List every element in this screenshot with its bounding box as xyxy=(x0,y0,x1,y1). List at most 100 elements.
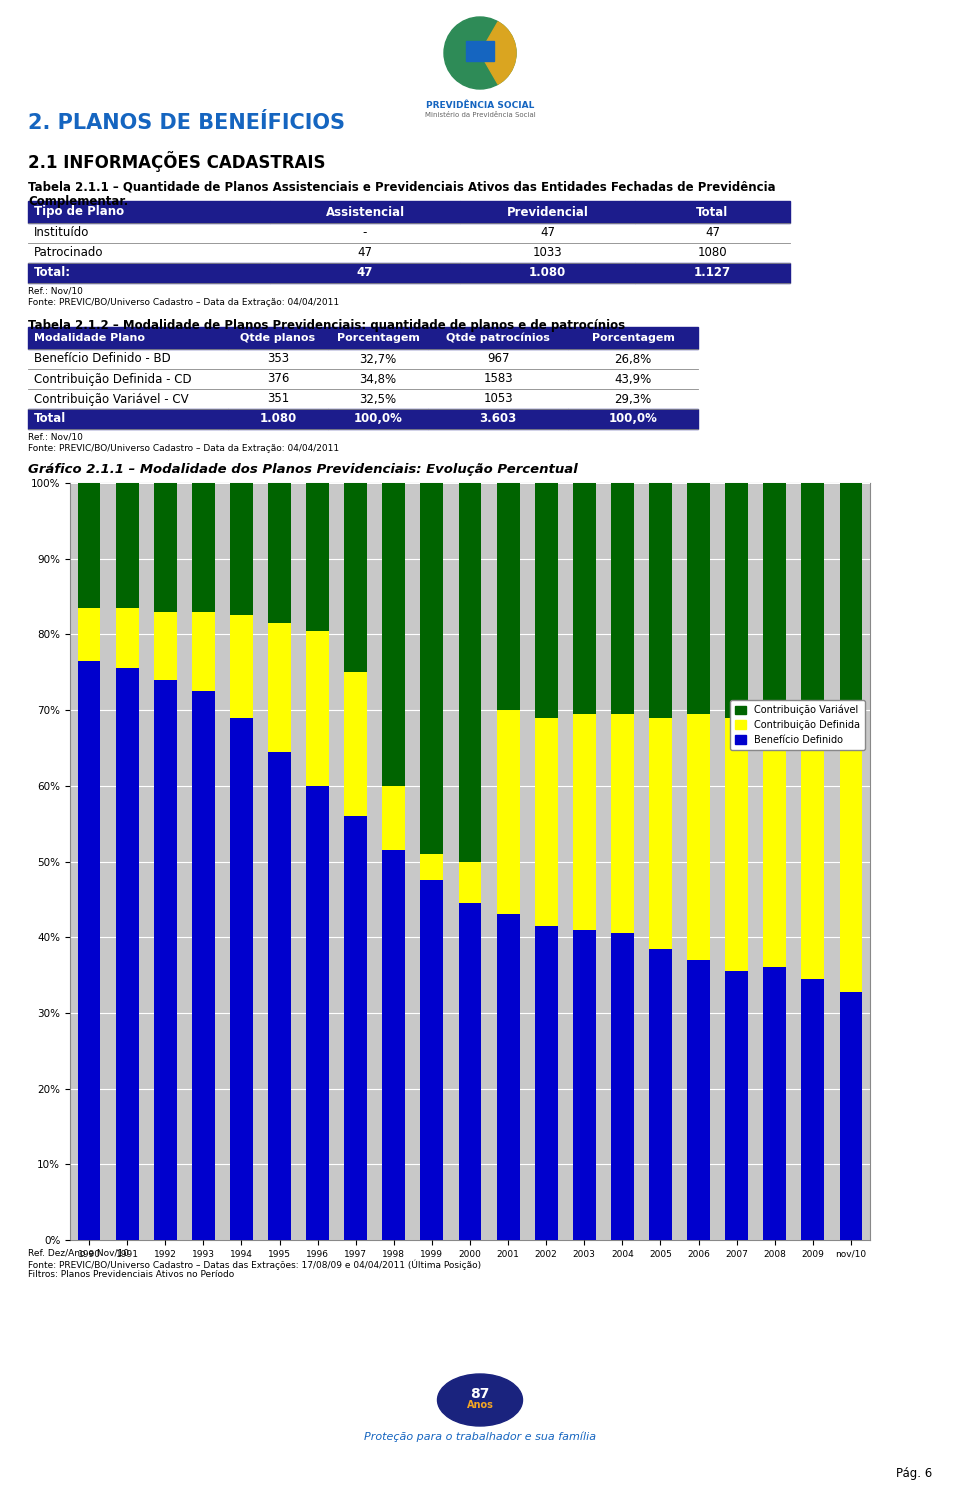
Bar xyxy=(192,691,215,1240)
Bar xyxy=(466,41,494,60)
Bar xyxy=(268,751,291,1240)
Bar xyxy=(382,851,405,1240)
Bar xyxy=(345,816,367,1240)
Wedge shape xyxy=(480,21,516,84)
Bar xyxy=(459,903,481,1240)
Text: Contribuição Variável - CV: Contribuição Variável - CV xyxy=(34,392,188,406)
Bar xyxy=(306,483,329,630)
Bar xyxy=(649,483,672,718)
Text: Tipo de Plano: Tipo de Plano xyxy=(34,205,124,219)
Text: Benefício Definido - BD: Benefício Definido - BD xyxy=(34,353,171,365)
Bar xyxy=(192,612,215,691)
Text: Previdencial: Previdencial xyxy=(507,205,588,219)
Text: Total: Total xyxy=(34,413,66,425)
Bar xyxy=(763,483,786,718)
Bar xyxy=(28,201,270,223)
Legend: Contribuição Variável, Contribuição Definida, Benefício Definido: Contribuição Variável, Contribuição Defi… xyxy=(730,700,865,749)
Bar xyxy=(573,483,596,713)
Bar xyxy=(802,483,825,721)
Text: Ref.: Nov/10: Ref.: Nov/10 xyxy=(28,433,83,442)
Bar xyxy=(802,979,825,1240)
Text: 376: 376 xyxy=(267,372,289,386)
Text: 43,9%: 43,9% xyxy=(614,372,652,386)
Bar xyxy=(268,623,291,751)
Text: -: - xyxy=(363,226,367,240)
Bar xyxy=(230,615,252,718)
Bar xyxy=(840,992,862,1240)
Text: 1.127: 1.127 xyxy=(694,267,732,279)
Bar xyxy=(420,881,444,1240)
Bar xyxy=(635,262,790,284)
Bar xyxy=(535,718,558,926)
Text: 100,0%: 100,0% xyxy=(353,413,402,425)
Text: Porcentagem: Porcentagem xyxy=(337,333,420,342)
Bar xyxy=(230,718,252,1240)
Text: 353: 353 xyxy=(267,353,289,365)
Text: Porcentagem: Porcentagem xyxy=(591,333,675,342)
Text: 2.1 INFORMAÇÕES CADASTRAIS: 2.1 INFORMAÇÕES CADASTRAIS xyxy=(28,151,325,172)
Bar xyxy=(420,483,444,854)
Bar xyxy=(78,661,101,1240)
Text: 1.080: 1.080 xyxy=(259,413,297,425)
Bar xyxy=(725,483,748,718)
Text: 29,3%: 29,3% xyxy=(614,392,652,406)
Bar xyxy=(116,608,138,668)
Bar xyxy=(496,483,519,710)
Text: 47: 47 xyxy=(357,246,372,259)
Text: PREVIDÊNCIA SOCIAL: PREVIDÊNCIA SOCIAL xyxy=(426,101,534,110)
Bar xyxy=(420,854,444,881)
Text: Modalidade Plano: Modalidade Plano xyxy=(34,333,145,342)
Bar xyxy=(802,721,825,979)
Text: 2. PLANOS DE BENEÍFICIOS: 2. PLANOS DE BENEÍFICIOS xyxy=(28,113,345,133)
Bar xyxy=(154,612,177,680)
Bar xyxy=(382,786,405,851)
Text: 1080: 1080 xyxy=(698,246,728,259)
Bar xyxy=(649,949,672,1240)
Text: Filtros: Planos Previdenciais Ativos no Período: Filtros: Planos Previdenciais Ativos no … xyxy=(28,1270,234,1279)
Bar xyxy=(535,483,558,718)
Text: Pág. 6: Pág. 6 xyxy=(896,1467,932,1479)
Text: 351: 351 xyxy=(267,392,289,406)
Bar xyxy=(568,409,698,428)
Bar xyxy=(611,713,634,933)
Bar xyxy=(28,409,228,428)
Ellipse shape xyxy=(438,1374,522,1427)
Bar xyxy=(460,262,635,284)
Text: Qtde planos: Qtde planos xyxy=(240,333,316,342)
Text: 1033: 1033 xyxy=(533,246,563,259)
Bar xyxy=(459,861,481,903)
Text: Complementar.: Complementar. xyxy=(28,195,129,208)
Text: Instituído: Instituído xyxy=(34,226,89,240)
Text: 26,8%: 26,8% xyxy=(614,353,652,365)
Bar xyxy=(763,718,786,968)
Text: Proteção para o trabalhador e sua família: Proteção para o trabalhador e sua famíli… xyxy=(364,1433,596,1443)
Text: 32,5%: 32,5% xyxy=(359,392,396,406)
Bar xyxy=(28,262,270,284)
Bar xyxy=(228,327,328,348)
Bar xyxy=(573,713,596,929)
Text: Fonte: PREVIC/BO/Universo Cadastro – Data da Extração: 04/04/2011: Fonte: PREVIC/BO/Universo Cadastro – Dat… xyxy=(28,299,339,308)
Bar xyxy=(154,680,177,1240)
Text: Qtde patrocínios: Qtde patrocínios xyxy=(446,333,550,344)
Bar xyxy=(573,929,596,1240)
Bar xyxy=(649,718,672,949)
Bar xyxy=(192,483,215,612)
Text: Contribuição Definida - CD: Contribuição Definida - CD xyxy=(34,372,192,386)
Bar xyxy=(687,483,710,713)
Bar xyxy=(496,710,519,914)
Text: 34,8%: 34,8% xyxy=(359,372,396,386)
Text: Ref. Dez/Ano e Nov/10: Ref. Dez/Ano e Nov/10 xyxy=(28,1249,129,1258)
Bar xyxy=(328,409,428,428)
Bar xyxy=(763,968,786,1240)
Text: 1053: 1053 xyxy=(483,392,513,406)
Bar xyxy=(78,483,101,608)
Bar xyxy=(230,483,252,615)
Bar xyxy=(428,409,568,428)
Bar xyxy=(270,262,460,284)
Text: Ref.: Nov/10: Ref.: Nov/10 xyxy=(28,287,83,296)
Bar xyxy=(687,961,710,1240)
Bar xyxy=(459,483,481,861)
Bar xyxy=(116,668,138,1240)
Text: Fonte: PREVIC/BO/Universo Cadastro – Data da Extração: 04/04/2011: Fonte: PREVIC/BO/Universo Cadastro – Dat… xyxy=(28,443,339,452)
Bar xyxy=(840,483,862,728)
